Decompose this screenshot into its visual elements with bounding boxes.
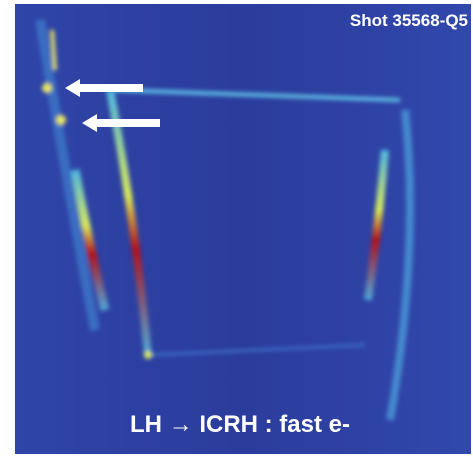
caption: LH → ICRH : fast e- (130, 411, 350, 438)
shot-label: Shot 35568-Q5 (350, 11, 468, 30)
arrows (65, 79, 160, 132)
